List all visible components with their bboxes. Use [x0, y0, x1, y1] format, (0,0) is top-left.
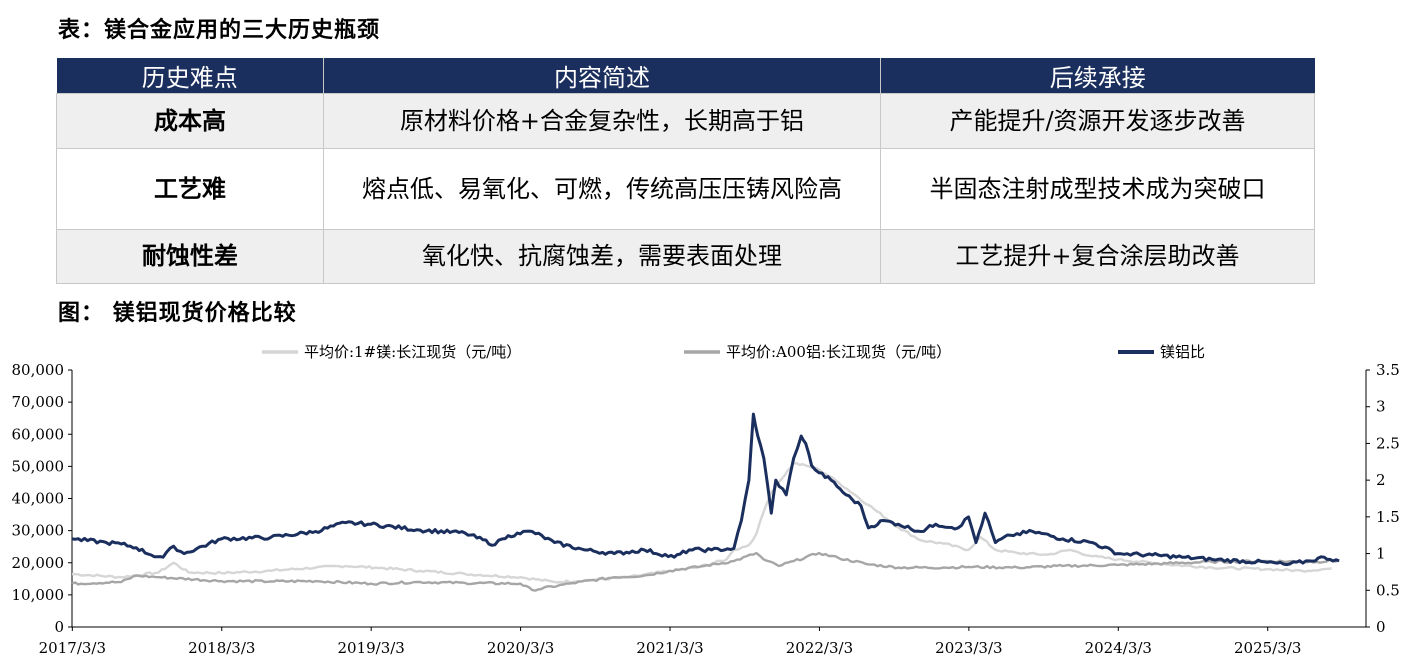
column-header-summary: 内容简述: [323, 58, 881, 94]
legend-label: 平均价:1#镁:长江现货（元/吨）: [304, 343, 521, 361]
legend-label: 镁铝比: [1160, 343, 1205, 361]
summary-cell: 原材料价格+合金复杂性，长期高于铝: [323, 93, 881, 149]
chart-title: 图： 镁铝现货价格比较: [58, 300, 297, 326]
left-y-tick-label: 50,000: [12, 457, 65, 475]
left-y-tick-label: 10,000: [12, 586, 65, 604]
issue-cell: 工艺难: [56, 148, 324, 230]
table-header-row: 历史难点 内容简述 后续承接: [56, 58, 1315, 94]
summary-cell: 熔点低、易氧化、可燃，传统高压压铸风险高: [323, 148, 881, 230]
followup-cell: 半固态注射成型技术成为突破口: [880, 148, 1315, 230]
issue-cell: 成本高: [56, 93, 324, 149]
left-y-tick-label: 60,000: [12, 425, 65, 443]
right-y-tick-label: 1: [1376, 545, 1386, 563]
followup-cell: 工艺提升+复合涂层助改善: [880, 229, 1315, 284]
table-row: 工艺难 熔点低、易氧化、可燃，传统高压压铸风险高 半固态注射成型技术成为突破口: [56, 148, 1315, 230]
column-header-issue: 历史难点: [56, 58, 324, 94]
chart-series: [71, 412, 1340, 592]
chart-legend: 平均价:1#镁:长江现货（元/吨） 平均价:A00铝:长江现货（元/吨） 镁铝比: [262, 343, 1205, 361]
x-tick-label: 2023/3/3: [935, 639, 1002, 657]
right-y-tick-label: 0.5: [1376, 581, 1400, 599]
x-tick-label: 2022/3/3: [786, 639, 853, 657]
price-comparison-chart: 平均价:1#镁:长江现货（元/吨） 平均价:A00铝:长江现货（元/吨） 镁铝比 0…: [12, 343, 1400, 657]
series-line-1: [71, 462, 1332, 584]
left-y-tick-label: 0: [54, 618, 64, 636]
issue-cell: 耐蚀性差: [56, 229, 324, 284]
chart-axes: 0 10,000 20,000 30,000 40,000 50,000 60,000 70,…: [12, 361, 1400, 657]
left-y-tick-label: 80,000: [12, 361, 65, 379]
right-y-tick-label: 2.5: [1376, 434, 1400, 452]
x-tick-label: 2020/3/3: [487, 639, 554, 657]
table-row: 耐蚀性差 氧化快、抗腐蚀差，需要表面处理 工艺提升+复合涂层助改善: [56, 229, 1315, 284]
column-header-followup: 后续承接: [880, 58, 1315, 94]
table-title: 表：镁合金应用的三大历史瓶颈: [58, 17, 381, 43]
left-y-tick-label: 40,000: [12, 490, 65, 508]
left-y-tick-label: 70,000: [12, 393, 65, 411]
x-tick-label: 2018/3/3: [188, 639, 255, 657]
left-y-tick-label: 30,000: [12, 522, 65, 540]
right-y-tick-label: 2: [1376, 471, 1386, 489]
x-tick-label: 2021/3/3: [636, 639, 703, 657]
x-tick-label: 2024/3/3: [1085, 639, 1152, 657]
x-tick-label: 2025/3/3: [1234, 639, 1301, 657]
series-line-3: [71, 412, 1340, 567]
left-y-tick-label: 20,000: [12, 554, 65, 572]
summary-cell: 氧化快、抗腐蚀差，需要表面处理: [323, 229, 881, 284]
bottleneck-table: 历史难点 内容简述 后续承接 成本高 原材料价格+合金复杂性，长期高于铝 产能提…: [56, 58, 1315, 284]
table-row: 成本高 原材料价格+合金复杂性，长期高于铝 产能提升/资源开发逐步改善: [56, 93, 1315, 149]
right-y-tick-label: 1.5: [1376, 508, 1400, 526]
legend-label: 平均价:A00铝:长江现货（元/吨）: [726, 343, 951, 361]
x-tick-label: 2017/3/3: [39, 639, 106, 657]
right-y-tick-label: 0: [1376, 618, 1386, 636]
x-tick-label: 2019/3/3: [337, 639, 404, 657]
right-y-tick-label: 3: [1376, 398, 1386, 416]
series-line-2: [71, 551, 1340, 592]
followup-cell: 产能提升/资源开发逐步改善: [880, 93, 1315, 149]
right-y-tick-label: 3.5: [1376, 361, 1400, 379]
